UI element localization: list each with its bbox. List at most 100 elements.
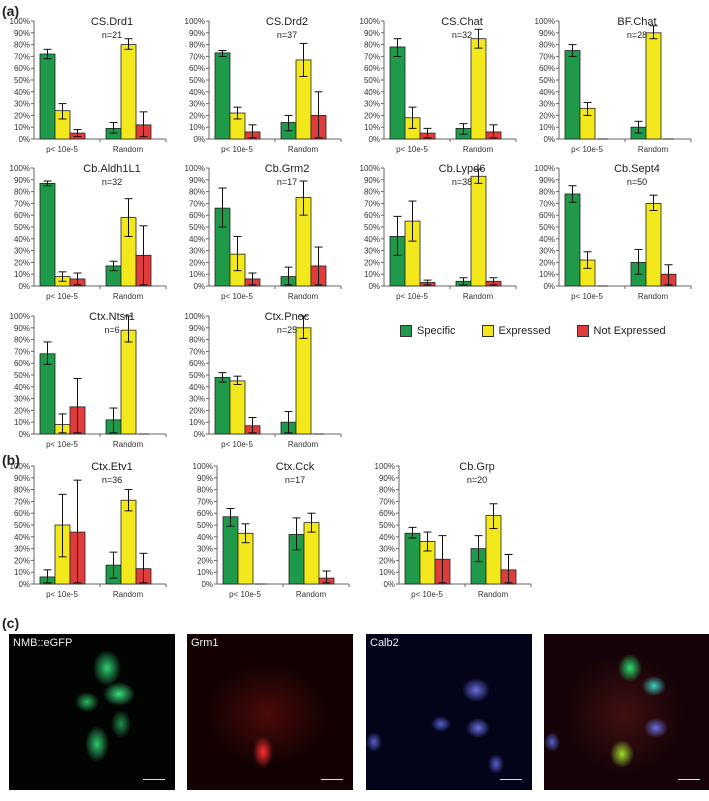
svg-text:n=36: n=36 — [102, 475, 122, 485]
bar-chart-cb-grp: 0% 10% 20% 30% 40% 50% 60% 70% 80% 90% 100% p< 10e-… — [365, 453, 540, 599]
svg-text:60%: 60% — [364, 211, 380, 220]
svg-text:80%: 80% — [379, 486, 395, 495]
svg-text:p< 10e-5: p< 10e-5 — [46, 590, 78, 599]
legend-swatch-expressed — [481, 325, 494, 337]
svg-text:BF.Chat: BF.Chat — [617, 16, 656, 28]
svg-text:n=17: n=17 — [277, 177, 297, 187]
svg-text:50%: 50% — [539, 76, 555, 85]
scale-bar — [500, 779, 522, 780]
svg-text:0%: 0% — [193, 135, 205, 144]
svg-text:p< 10e-5: p< 10e-5 — [46, 145, 78, 154]
svg-text:Random: Random — [463, 292, 494, 301]
svg-text:70%: 70% — [539, 52, 555, 61]
svg-text:0%: 0% — [18, 430, 30, 439]
bar-chart-ctx-pnoc: 0% 10% 20% 30% 40% 50% 60% 70% 80% 90% 100% p< 10e-… — [175, 303, 350, 449]
svg-text:n=38: n=38 — [452, 177, 472, 187]
svg-text:100%: 100% — [185, 17, 205, 26]
svg-text:30%: 30% — [364, 247, 380, 256]
svg-text:Cb.Lypd6: Cb.Lypd6 — [439, 163, 486, 175]
svg-text:Random: Random — [288, 292, 319, 301]
svg-text:Ctx.Ntsr1: Ctx.Ntsr1 — [89, 311, 135, 323]
svg-text:20%: 20% — [539, 111, 555, 120]
micrograph-calb2: Calb2 — [366, 634, 532, 790]
svg-text:Cb.Grp: Cb.Grp — [459, 461, 494, 473]
bar-chart-bf-chat: 0% 10% 20% 30% 40% 50% 60% 70% 80% 90% 100% p< 10e-… — [525, 8, 700, 154]
svg-text:20%: 20% — [14, 111, 30, 120]
svg-text:30%: 30% — [14, 247, 30, 256]
svg-text:50%: 50% — [197, 521, 213, 530]
svg-text:0%: 0% — [543, 135, 555, 144]
svg-text:30%: 30% — [14, 395, 30, 404]
svg-text:10%: 10% — [539, 123, 555, 132]
svg-text:80%: 80% — [189, 41, 205, 50]
svg-text:70%: 70% — [14, 52, 30, 61]
svg-text:90%: 90% — [189, 29, 205, 38]
svg-text:Random: Random — [296, 590, 327, 599]
svg-text:90%: 90% — [189, 176, 205, 185]
svg-text:20%: 20% — [189, 258, 205, 267]
svg-text:90%: 90% — [189, 324, 205, 333]
svg-text:60%: 60% — [189, 359, 205, 368]
bar-chart-cs-drd1: 0% 10% 20% 30% 40% 50% 60% 70% 80% 90% 100% p< 10e-… — [0, 8, 175, 154]
svg-text:n=17: n=17 — [285, 475, 305, 485]
svg-text:p< 10e-5: p< 10e-5 — [571, 145, 603, 154]
svg-text:50%: 50% — [189, 371, 205, 380]
svg-text:90%: 90% — [379, 474, 395, 483]
svg-text:20%: 20% — [364, 258, 380, 267]
svg-text:60%: 60% — [189, 64, 205, 73]
svg-text:p< 10e-5: p< 10e-5 — [229, 590, 261, 599]
svg-text:90%: 90% — [539, 29, 555, 38]
svg-text:CS.Drd2: CS.Drd2 — [266, 16, 308, 28]
svg-text:20%: 20% — [197, 556, 213, 565]
svg-text:60%: 60% — [364, 64, 380, 73]
svg-text:90%: 90% — [14, 29, 30, 38]
svg-text:40%: 40% — [189, 383, 205, 392]
svg-text:60%: 60% — [14, 509, 30, 518]
svg-text:Ctx.Pnoc: Ctx.Pnoc — [265, 311, 310, 323]
svg-text:50%: 50% — [379, 521, 395, 530]
svg-text:100%: 100% — [10, 312, 30, 321]
svg-text:100%: 100% — [360, 17, 380, 26]
svg-text:70%: 70% — [197, 497, 213, 506]
svg-text:100%: 100% — [10, 17, 30, 26]
svg-text:n=50: n=50 — [627, 177, 647, 187]
legend: Specific Expressed Not Expressed — [400, 325, 666, 337]
svg-text:80%: 80% — [189, 336, 205, 345]
svg-text:20%: 20% — [189, 111, 205, 120]
svg-text:60%: 60% — [14, 359, 30, 368]
panel-label-c: (c) — [2, 615, 20, 631]
svg-text:50%: 50% — [189, 76, 205, 85]
svg-text:0%: 0% — [18, 282, 30, 291]
panel-label-b: (b) — [2, 452, 20, 468]
svg-text:p< 10e-5: p< 10e-5 — [221, 292, 253, 301]
svg-text:n=21: n=21 — [102, 30, 122, 40]
micrograph-label: NMB::eGFP — [13, 637, 73, 649]
bar-chart-cs-drd2: 0% 10% 20% 30% 40% 50% 60% 70% 80% 90% 100% p< 10e-… — [175, 8, 350, 154]
micrograph-label: Calb2 — [370, 637, 399, 649]
svg-text:n=32: n=32 — [102, 177, 122, 187]
svg-text:70%: 70% — [364, 52, 380, 61]
svg-text:80%: 80% — [539, 41, 555, 50]
svg-text:n=20: n=20 — [467, 475, 487, 485]
bar-chart-cb-lypd6: 0% 10% 20% 30% 40% 50% 60% 70% 80% 90% 100% p< 10e-… — [350, 155, 525, 301]
svg-text:p< 10e-5: p< 10e-5 — [221, 440, 253, 449]
svg-text:80%: 80% — [364, 188, 380, 197]
svg-text:60%: 60% — [539, 64, 555, 73]
legend-item-not-expressed: Not Expressed — [576, 325, 666, 337]
svg-text:Cb.Aldh1L1: Cb.Aldh1L1 — [83, 163, 141, 175]
svg-text:30%: 30% — [197, 545, 213, 554]
svg-text:Random: Random — [113, 145, 144, 154]
svg-text:p< 10e-5: p< 10e-5 — [46, 440, 78, 449]
svg-text:100%: 100% — [193, 462, 213, 471]
micrograph-label: Grm1 — [191, 637, 219, 649]
svg-text:p< 10e-5: p< 10e-5 — [396, 292, 428, 301]
svg-text:10%: 10% — [14, 270, 30, 279]
svg-text:90%: 90% — [364, 29, 380, 38]
svg-text:p< 10e-5: p< 10e-5 — [46, 292, 78, 301]
svg-text:0%: 0% — [383, 580, 395, 589]
svg-text:n=25: n=25 — [277, 325, 297, 335]
svg-text:10%: 10% — [197, 568, 213, 577]
svg-text:70%: 70% — [14, 199, 30, 208]
svg-text:50%: 50% — [14, 521, 30, 530]
svg-text:Ctx.Etv1: Ctx.Etv1 — [91, 461, 133, 473]
